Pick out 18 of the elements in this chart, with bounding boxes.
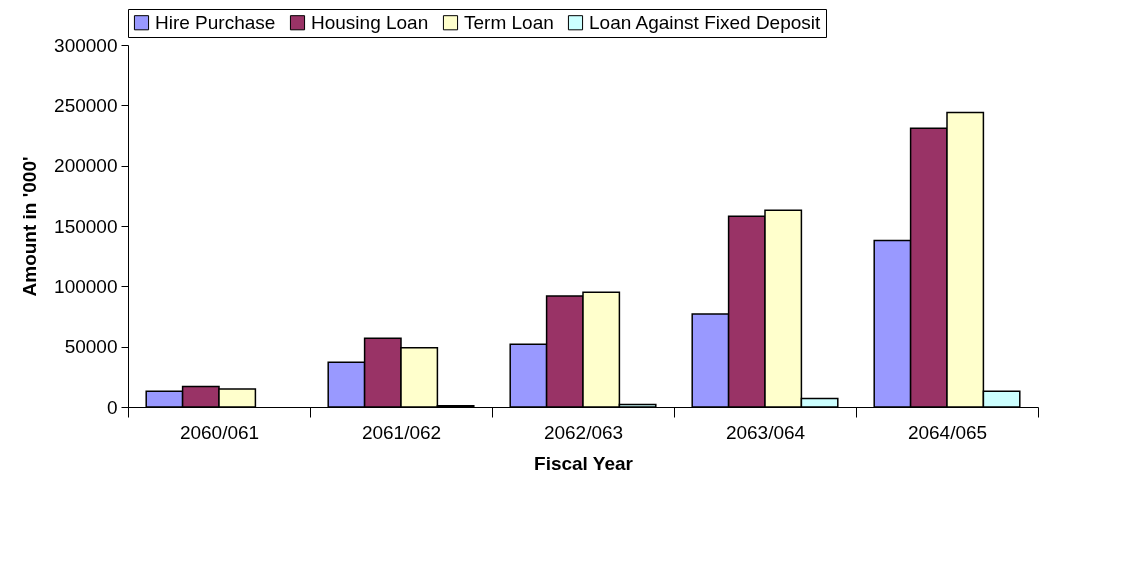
y-tick-label: 150000: [54, 215, 118, 237]
y-tick-label: 0: [106, 396, 118, 418]
legend-label: Term Loan: [464, 11, 554, 33]
x-tick-label: 2064/065: [907, 421, 988, 443]
y-tick-label: 300000: [54, 34, 118, 56]
x-tick-label: 2061/062: [361, 421, 442, 443]
x-axis-title: Fiscal Year: [534, 452, 634, 474]
legend-label: Hire Purchase: [155, 11, 276, 33]
legend-label: Loan Against Fixed Deposit: [589, 11, 822, 33]
y-tick-label: 250000: [54, 94, 118, 116]
y-tick-label: 50000: [64, 336, 118, 358]
x-tick-label: 2060/061: [179, 421, 260, 443]
x-tick-label: 2063/064: [725, 421, 806, 443]
y-axis-title: Amount in '000': [19, 156, 41, 297]
legend-label: Housing Loan: [311, 11, 429, 33]
y-tick-label: 200000: [54, 155, 118, 177]
x-tick-label: 2062/063: [543, 421, 624, 443]
y-tick-label: 100000: [54, 275, 118, 297]
